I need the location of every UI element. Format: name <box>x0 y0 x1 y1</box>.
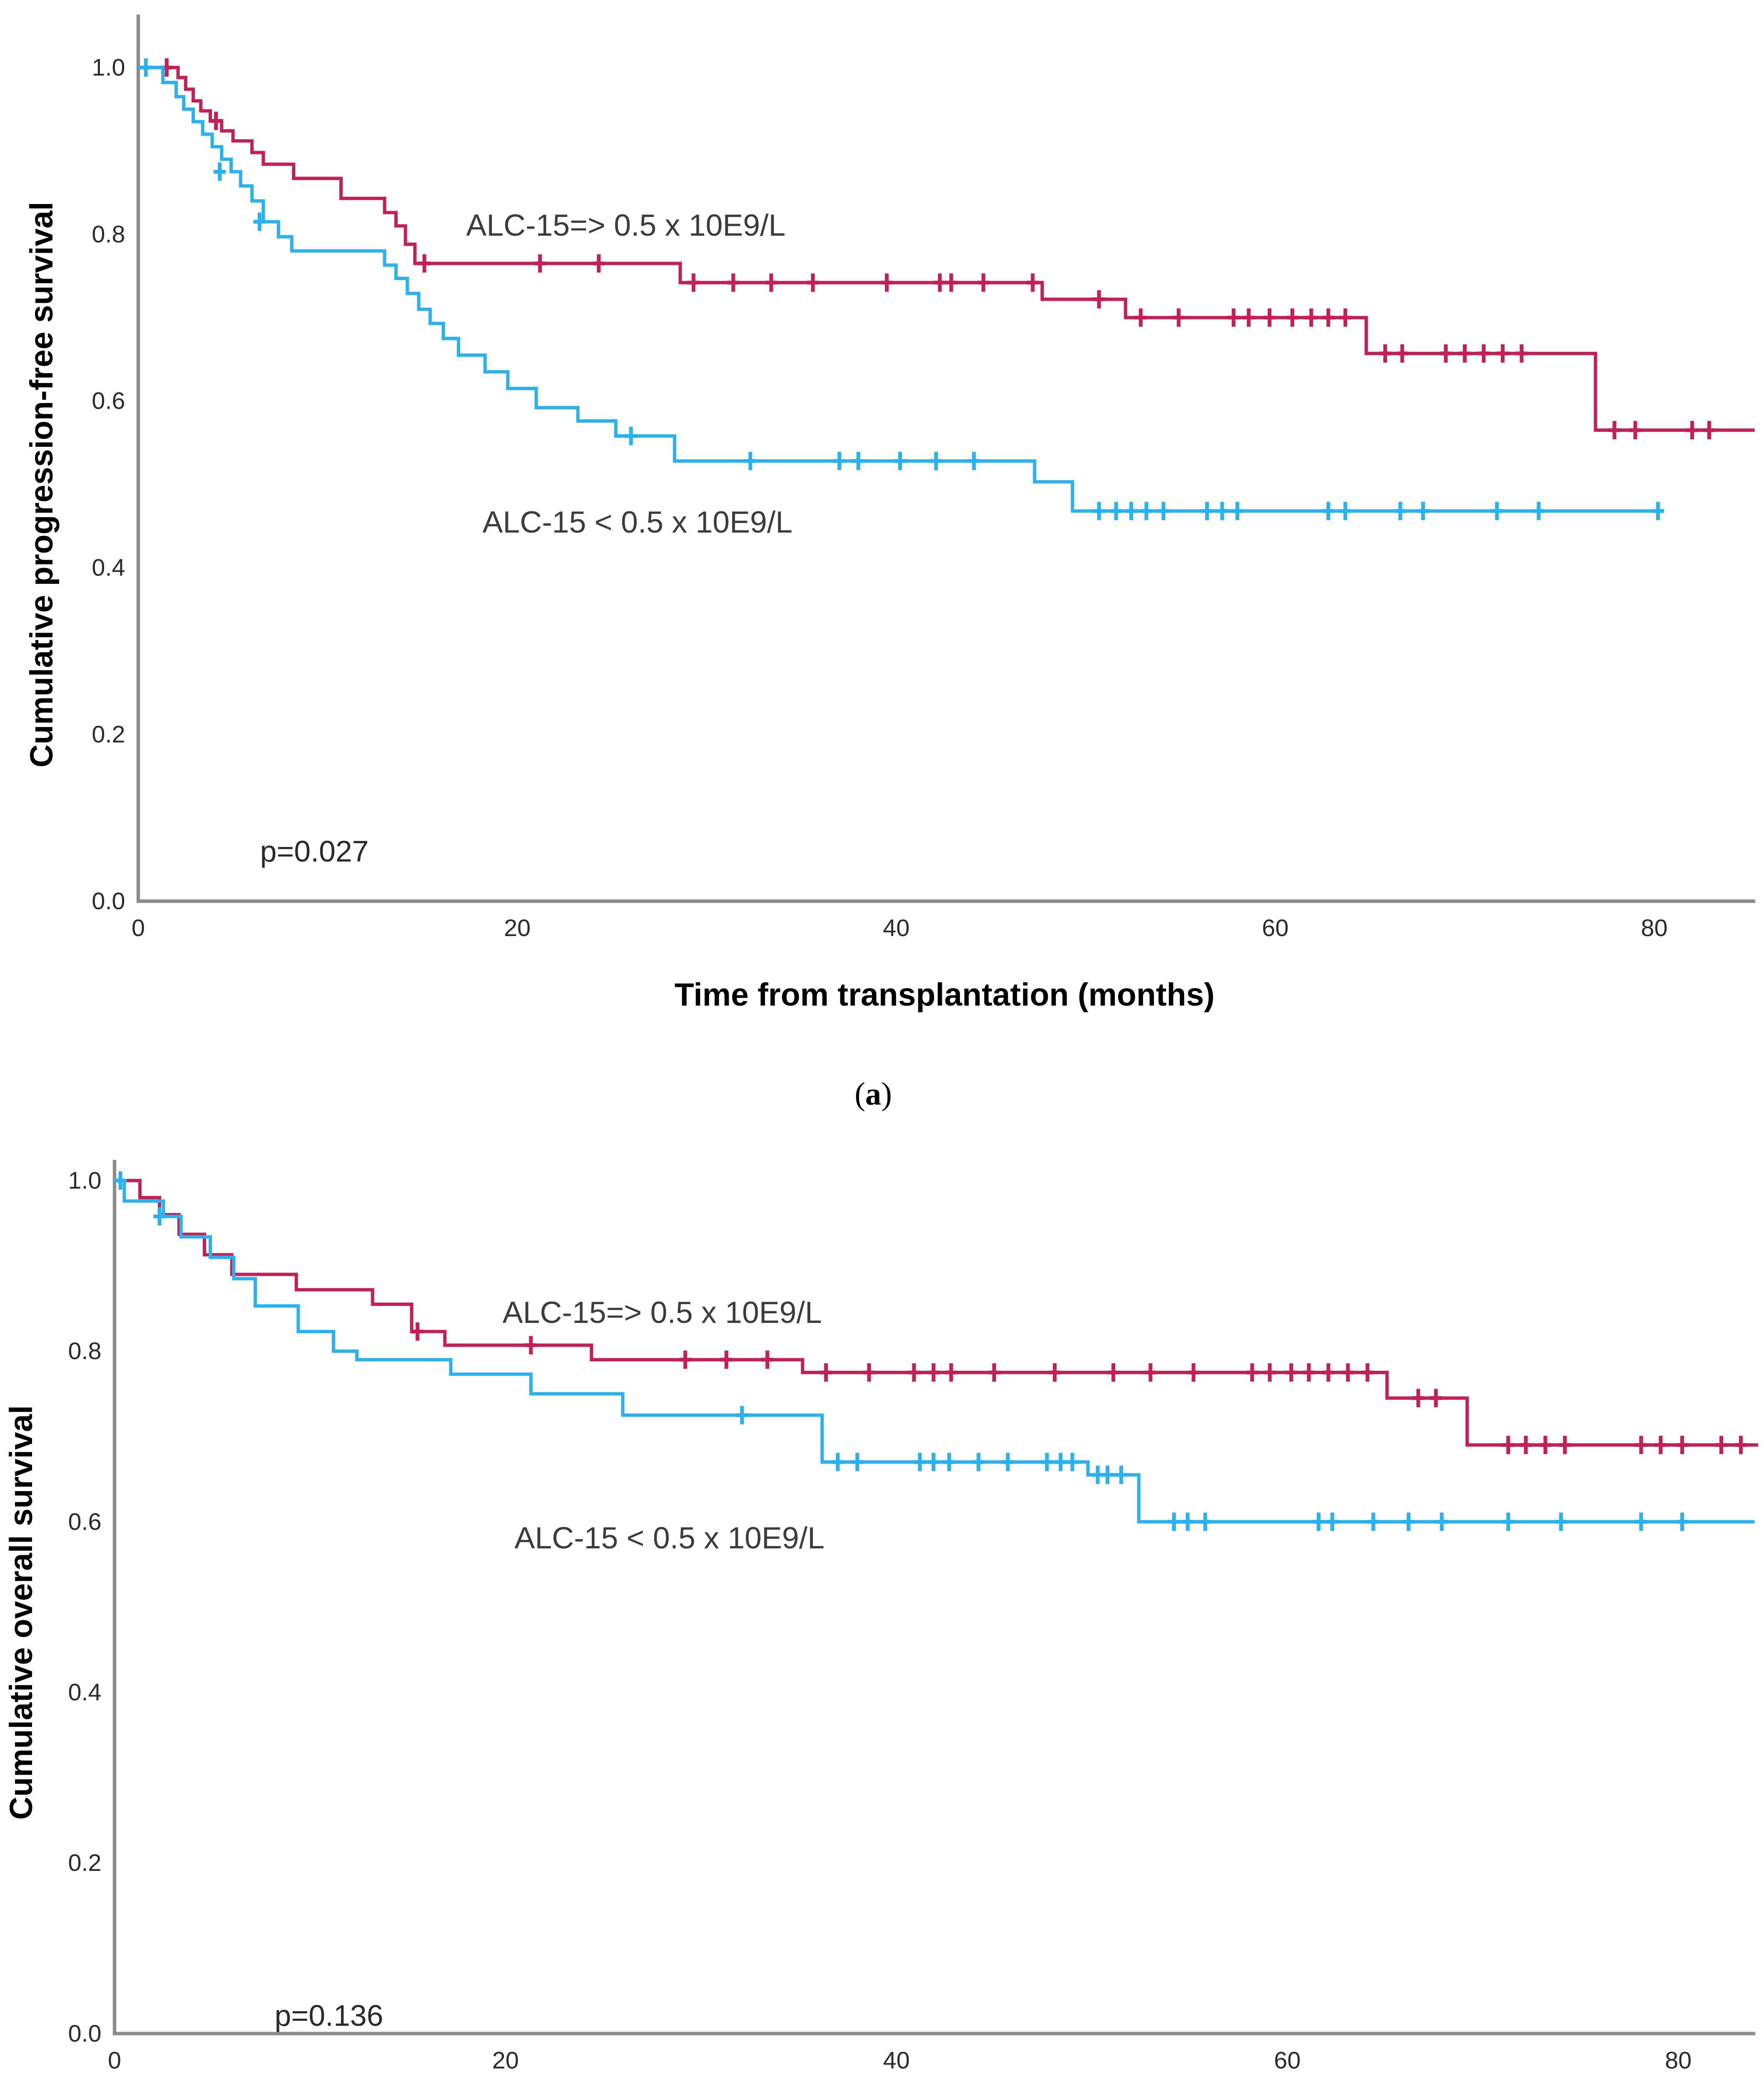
censor-marks-low-b <box>114 1171 1689 1531</box>
x-tick-label-b-80: 80 <box>1665 2047 1692 2074</box>
x-tick-label-a-60: 60 <box>1262 915 1288 941</box>
p-value-label-b: p=0.136 <box>274 1999 383 2032</box>
curve-label-low-a: ALC-15 < 0.5 x 10E9/L <box>483 505 792 539</box>
x-tick-label-b-40: 40 <box>883 2047 910 2074</box>
x-tick-label-a-40: 40 <box>883 915 909 941</box>
x-tick-label-b-20: 20 <box>492 2047 519 2074</box>
x-tick-label-b-60: 60 <box>1274 2047 1301 2074</box>
y-tick-label-a-0.0: 0.0 <box>92 888 125 914</box>
curve-label-low-b: ALC-15 < 0.5 x 10E9/L <box>515 1521 825 1555</box>
panel-caption-a: (a) <box>855 1076 892 1112</box>
caption-open-paren-a: ( <box>855 1076 865 1112</box>
axis-lines-b <box>112 1160 1756 2035</box>
curve-label-high-a: ALC-15=> 0.5 x 10E9/L <box>466 208 785 242</box>
axis-lines-a <box>136 14 1756 903</box>
y-tick-label-a-0.2: 0.2 <box>92 721 125 748</box>
x-axis-title-a: Time from transplantation (months) <box>675 977 1215 1013</box>
y-tick-label-b-0.6: 0.6 <box>68 1509 101 1535</box>
km-curve-low-a <box>138 66 1664 513</box>
censor-marks-high-b <box>411 1322 1747 1454</box>
km-curve-low-b <box>115 1179 1755 1524</box>
censor-marks-low-a <box>140 58 1664 520</box>
y-tick-label-a-0.8: 0.8 <box>92 221 125 248</box>
x-tick-label-a-20: 20 <box>504 915 531 941</box>
caption-letter-a: a <box>865 1076 881 1112</box>
plot-area-b: 0 20 40 60 80 0.0 0.2 0.4 0.6 0.8 1.0 <box>68 1160 1759 2074</box>
y-tick-label-b-0.0: 0.0 <box>68 2020 101 2047</box>
x-tick-label-a-0: 0 <box>132 915 145 941</box>
x-tick-label-a-80: 80 <box>1641 915 1667 941</box>
y-axis-title-b: Cumulative overall survival <box>3 1405 39 1820</box>
y-tick-label-b-0.8: 0.8 <box>68 1338 101 1365</box>
y-tick-label-a-0.4: 0.4 <box>92 555 125 581</box>
x-tick-label-b-0: 0 <box>108 2047 121 2074</box>
y-tick-label-b-1.0: 1.0 <box>68 1167 101 1194</box>
km-curve-high-b <box>115 1179 1759 1447</box>
p-value-label-a: p=0.027 <box>260 835 369 868</box>
censor-marks-high-a <box>160 58 1716 440</box>
y-axis-title-a: Cumulative progression-free survival <box>24 202 60 768</box>
curve-label-high-b: ALC-15=> 0.5 x 10E9/L <box>503 1295 822 1330</box>
y-tick-label-b-0.4: 0.4 <box>68 1679 101 1706</box>
y-tick-label-a-0.6: 0.6 <box>92 388 125 414</box>
y-tick-label-b-0.2: 0.2 <box>68 1850 101 1876</box>
panel-b-group: 0 20 40 60 80 0.0 0.2 0.4 0.6 0.8 1.0 Cumulative o… <box>3 1160 1759 2074</box>
km-curve-high-a <box>138 66 1755 432</box>
y-tick-label-a-1.0: 1.0 <box>92 54 125 81</box>
panel-a-group: 0 20 40 60 80 0.0 0.2 0.4 0.6 0.8 1.0 Cumulative p… <box>24 14 1756 1112</box>
plot-area-a: 0 20 40 60 80 0.0 0.2 0.4 0.6 0.8 1.0 <box>92 14 1756 941</box>
caption-close-paren-a: ) <box>881 1076 892 1112</box>
